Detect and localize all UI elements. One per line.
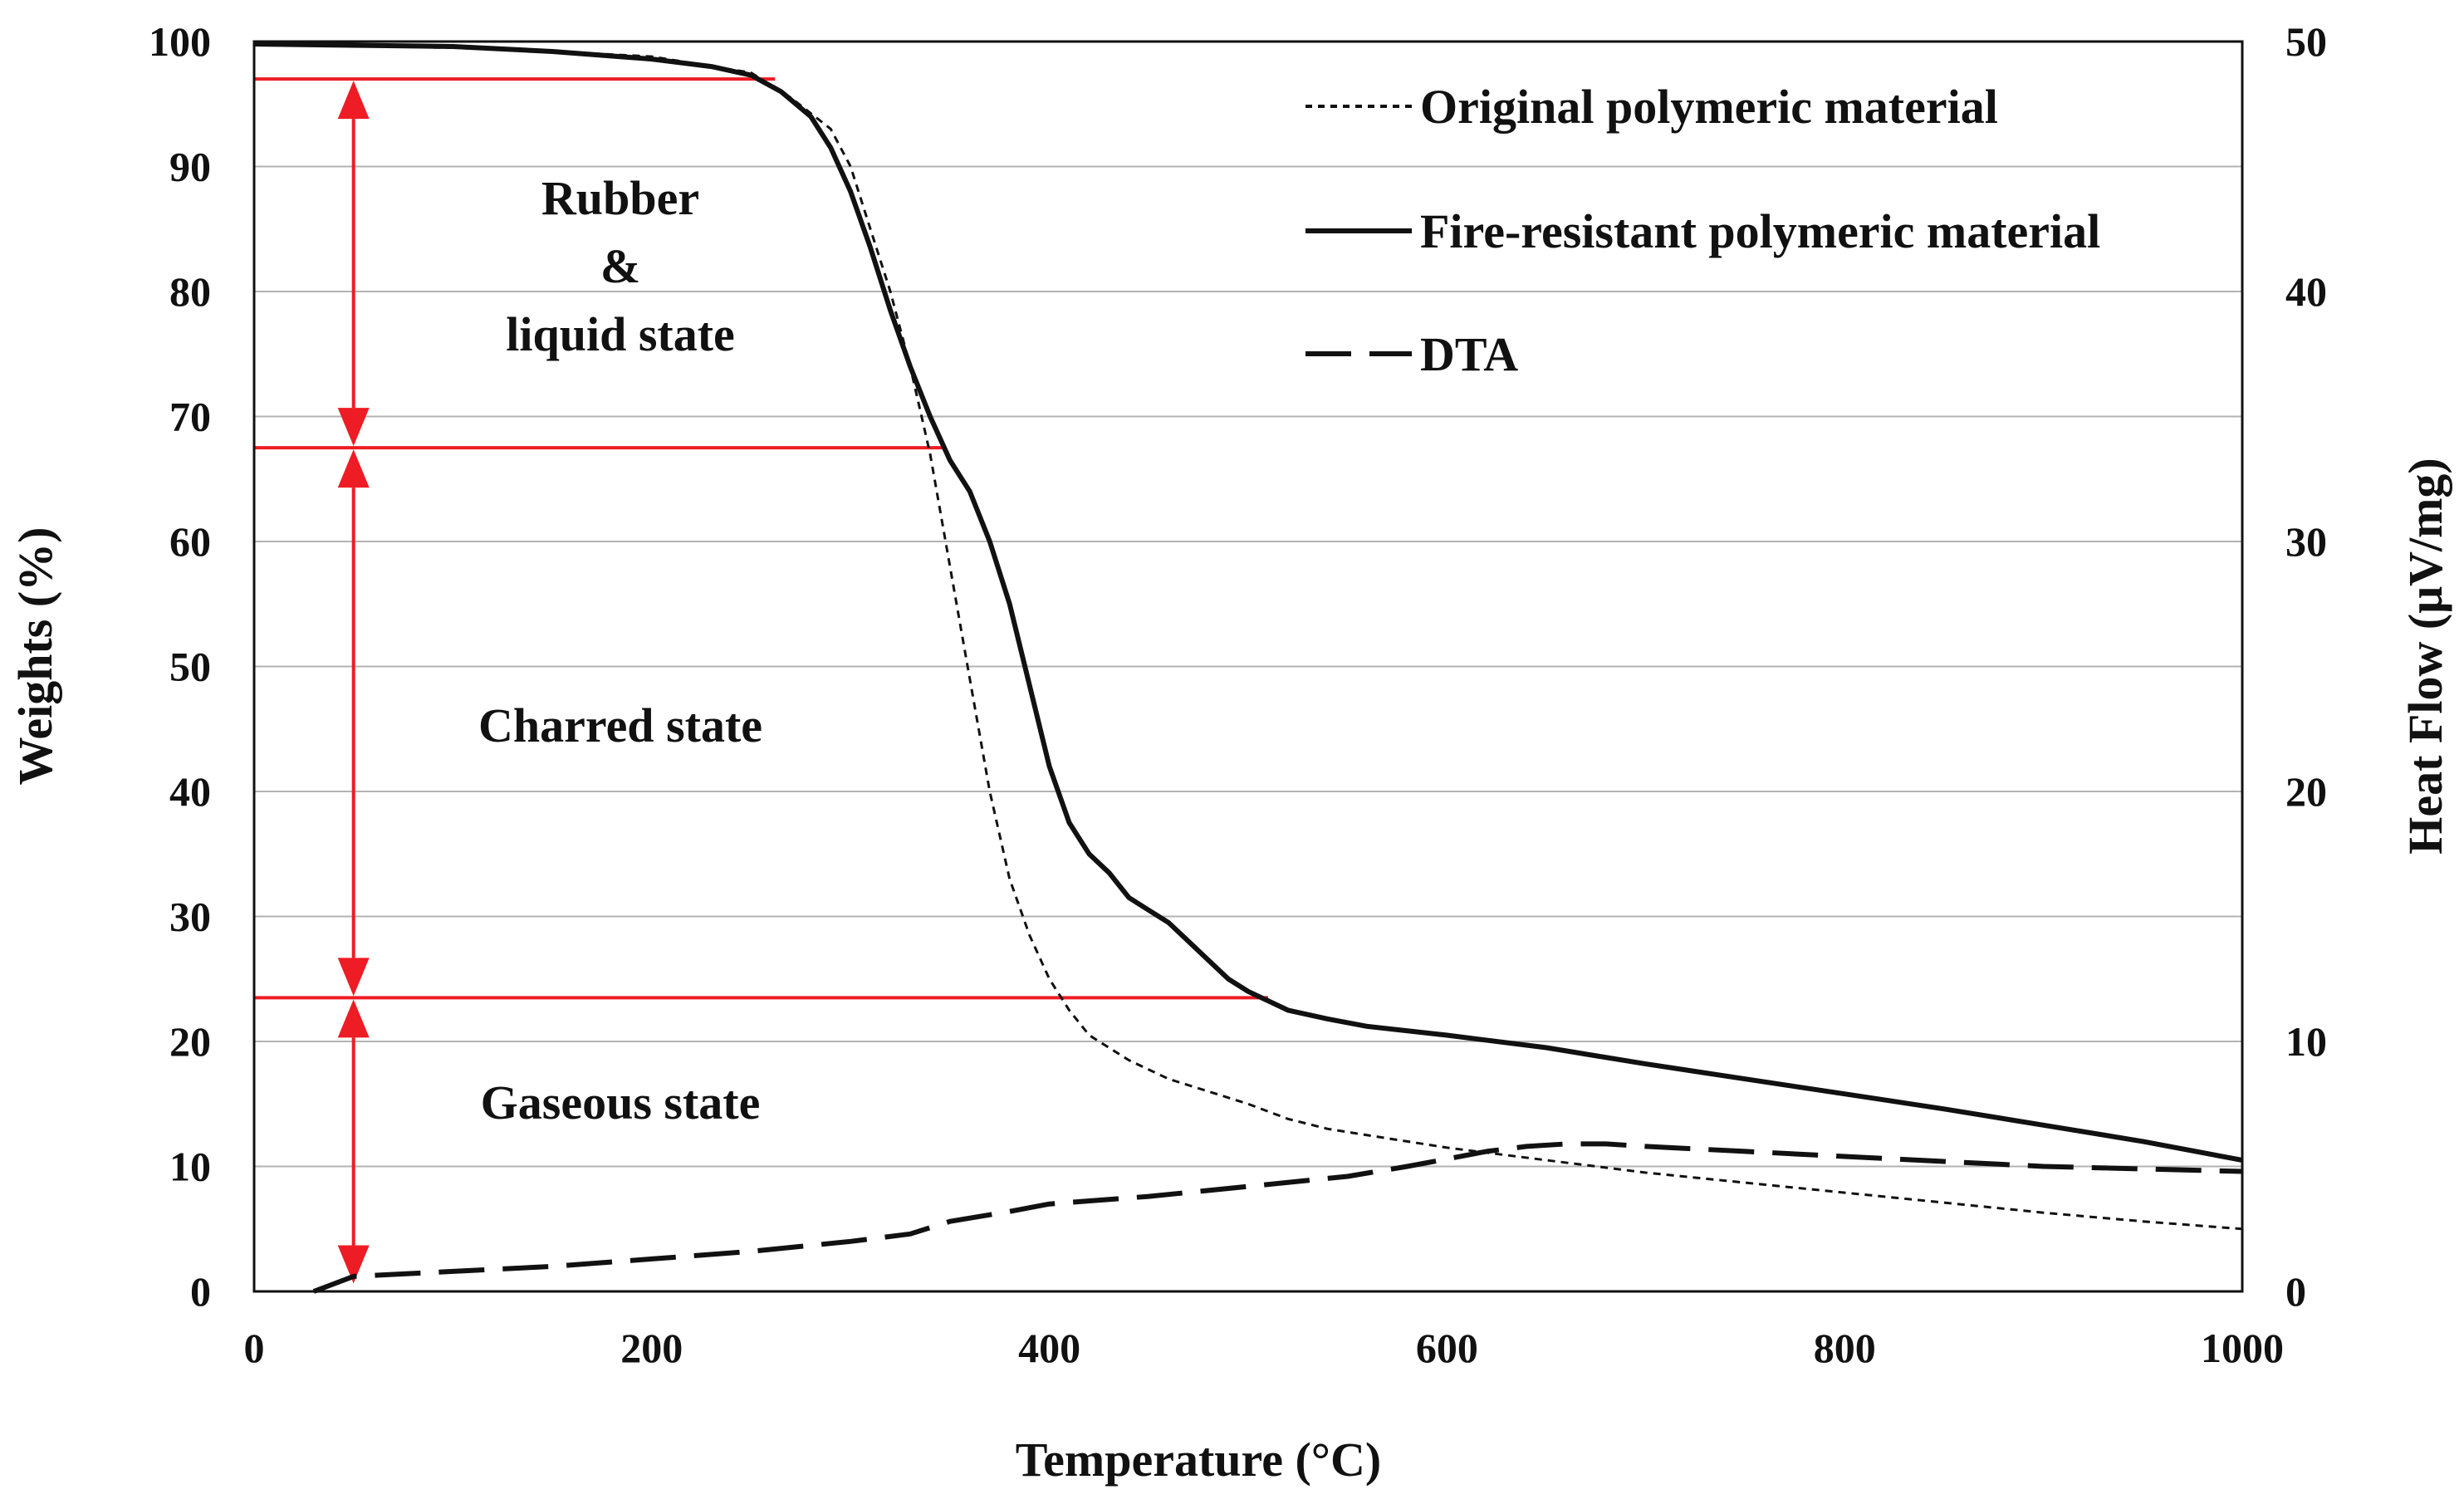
y-tick-label: 80 [169, 268, 211, 315]
region-label-charred-state: Charred state [478, 698, 762, 752]
y2-tick-label: 30 [2285, 518, 2327, 565]
y-tick-label: 40 [169, 768, 211, 815]
y2-tick-label: 10 [2285, 1018, 2327, 1065]
region-label-liquid-state: liquid state [506, 307, 735, 361]
x-tick-label: 400 [1018, 1325, 1080, 1371]
y2-tick-label: 0 [2285, 1268, 2306, 1315]
y2-axis-title: Heat Flow (μV/mg) [2398, 458, 2452, 854]
legend: Original polymeric material Fire-resista… [1305, 80, 2100, 381]
y-tick-label: 70 [169, 394, 211, 440]
region-arrow-head-down [337, 958, 370, 997]
series-line-original-polymeric-material [313, 44, 2243, 1231]
y-tick-label: 60 [169, 518, 211, 565]
y2-tick-label: 50 [2285, 18, 2327, 65]
data-series [253, 42, 2243, 1294]
region-label-gaseous-state: Gaseous state [481, 1075, 761, 1129]
legend-label-dta: DTA [1420, 327, 1518, 381]
legend-label-fire-resistant: Fire-resistant polymeric material [1420, 204, 2100, 258]
x-tick-label: 1000 [2201, 1325, 2284, 1371]
series-line-dta [312, 1141, 2243, 1294]
x-tick-label: 0 [244, 1325, 265, 1371]
y-tick-label: 50 [169, 644, 211, 690]
y-tick-label: 0 [190, 1268, 211, 1315]
region-arrow-head-up [337, 81, 370, 120]
x-axis-title: Temperature (°C) [1016, 1433, 1381, 1487]
region-arrow-head-down [337, 1245, 370, 1284]
y-tick-label: 20 [169, 1018, 211, 1065]
region-arrow-head-up [337, 999, 370, 1038]
region-arrow-head-down [337, 408, 370, 447]
series-line-fire-resistant-polymeric-material [253, 42, 2243, 1163]
y-axis-title: Weights (%) [8, 527, 62, 786]
region-label-ampersand: & [600, 239, 640, 293]
grid-lines [254, 165, 2242, 1168]
state-region-markers [254, 77, 1268, 1284]
x-tick-label: 800 [1814, 1325, 1876, 1371]
y2-tick-label: 20 [2285, 768, 2327, 815]
y2-tick-label: 40 [2285, 268, 2327, 315]
x-tick-label: 600 [1416, 1325, 1478, 1371]
legend-label-original: Original polymeric material [1420, 80, 1998, 134]
region-label-rubber: Rubber [541, 171, 699, 225]
x-tick-label: 200 [620, 1325, 683, 1371]
region-arrow-head-up [337, 449, 370, 488]
region-labels: Rubber & liquid state Charred state Gase… [478, 171, 762, 1129]
y-tick-label: 90 [169, 144, 211, 190]
y-tick-label: 10 [169, 1144, 211, 1190]
y-tick-label: 100 [149, 18, 211, 65]
y-tick-label: 30 [169, 894, 211, 940]
plot-frame [252, 40, 2244, 1293]
